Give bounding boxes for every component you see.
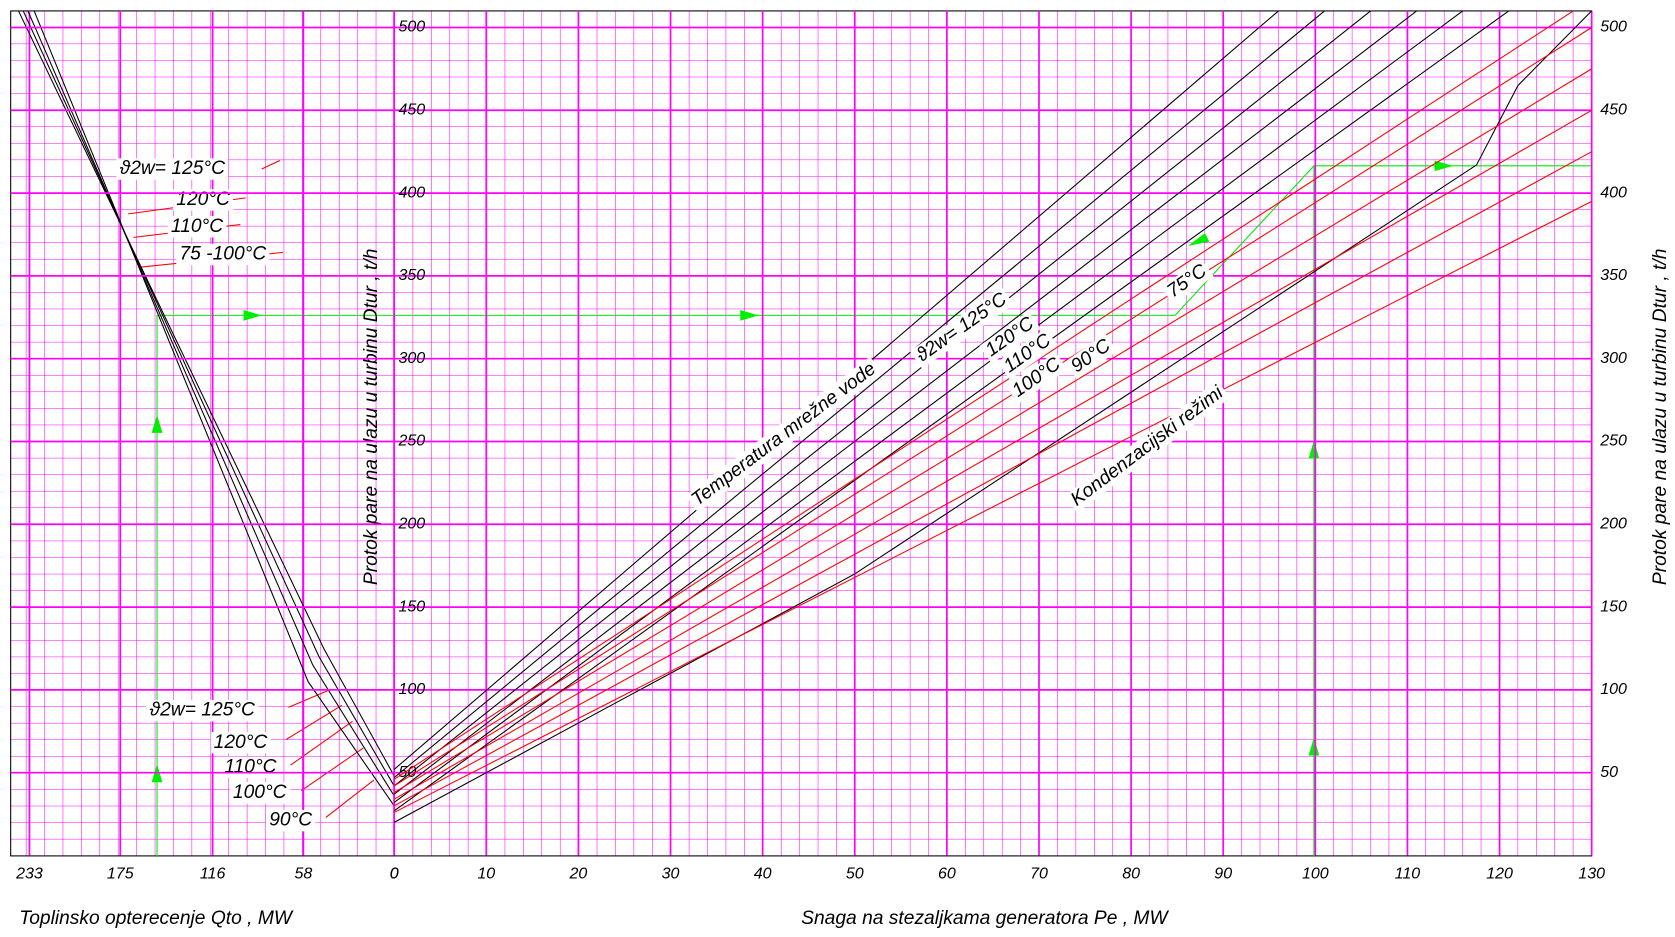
y-tick-label: 500 <box>398 18 425 36</box>
annotation-background <box>1064 333 1118 380</box>
line <box>393 10 1510 812</box>
annotation: ϑ2w= 125°C <box>120 158 225 179</box>
y-tick-label: 250 <box>397 432 425 450</box>
y-tick-label: 350 <box>1600 266 1627 284</box>
y-tick-label: 350 <box>398 266 425 284</box>
y-tick-label: 150 <box>398 597 425 615</box>
x-tick-label: 233 <box>15 864 43 882</box>
annotation-background <box>176 243 270 266</box>
x-tick-label: 20 <box>568 864 587 882</box>
annotation-background <box>229 782 290 804</box>
y-tick-label: 100 <box>398 680 425 698</box>
x-tick-label: 60 <box>938 864 956 882</box>
line <box>393 109 1592 800</box>
x-tick-label: 80 <box>1122 864 1140 882</box>
annotation-background <box>173 189 234 211</box>
x-tick-label: 40 <box>754 864 772 882</box>
y-tick-label: 300 <box>398 349 425 367</box>
line <box>393 68 1592 794</box>
annotation-background <box>909 287 1014 369</box>
x-tick-label: 58 <box>294 864 312 882</box>
line <box>33 10 395 807</box>
line <box>393 151 1592 807</box>
x-tick-label: 30 <box>662 864 680 882</box>
y-axis-title: Protok pare na ulazu u turbinu Dtur , t/… <box>361 249 382 586</box>
y-tick-label: 450 <box>1600 101 1627 119</box>
y-tick-label: 200 <box>1599 515 1627 533</box>
line <box>393 10 1325 779</box>
x-tick-label: 175 <box>107 864 134 882</box>
x-tick-label: 0 <box>390 864 399 882</box>
x-tick-label: 120 <box>1486 864 1513 882</box>
x-tick-label: 110 <box>1395 864 1421 882</box>
line <box>393 27 1592 787</box>
x-tick-label: 116 <box>200 864 226 882</box>
annotation-background <box>1160 258 1214 305</box>
annotation: 120°C <box>176 189 230 210</box>
line <box>393 10 1417 795</box>
x-tick-label: 90 <box>1214 864 1232 882</box>
annotation-background <box>265 809 316 832</box>
annotation-background <box>685 356 883 513</box>
example-route <box>151 160 1592 857</box>
y-tick-label: 250 <box>1599 432 1627 450</box>
y-tick-label: 450 <box>398 101 425 119</box>
annotation: 110°C <box>224 756 276 777</box>
x-tick-label: 130 <box>1578 864 1605 882</box>
y-tick-label: 200 <box>397 515 425 533</box>
annotation-background <box>1064 380 1231 513</box>
annotation-background <box>210 731 271 754</box>
x-axis-title: Toplinsko opterecenje Qto , MW <box>19 908 294 929</box>
line <box>393 200 1592 813</box>
y-tick-label: 100 <box>1600 680 1627 698</box>
annotation-background <box>146 699 259 722</box>
line <box>393 10 1464 803</box>
annotation: 110°C <box>171 216 223 237</box>
annotation-background <box>167 216 227 238</box>
y-tick-label: 50 <box>1600 763 1618 781</box>
y-tick-label: 150 <box>1600 597 1627 615</box>
x-tick-label: 100 <box>1302 864 1329 882</box>
y-tick-label: 500 <box>1600 18 1627 36</box>
x-axis-title: Snaga na stezaljkama generatora Pe , MW <box>801 908 1169 929</box>
y-tick-label: 300 <box>1600 349 1627 367</box>
x-tick-label: 50 <box>846 864 864 882</box>
line <box>393 10 1574 780</box>
y-tick-label: 400 <box>1600 183 1627 201</box>
x-tick-label: 10 <box>477 864 495 882</box>
annotation-background <box>1006 352 1068 404</box>
annotation: 100°C <box>233 782 287 803</box>
x-tick-label: 0 <box>390 864 399 882</box>
annotation: 75 -100°C <box>179 244 266 265</box>
line <box>393 10 1371 787</box>
annotation: ϑ2w= 125°C <box>150 700 255 721</box>
annotation-background <box>997 328 1058 380</box>
annotation-background <box>116 158 229 180</box>
annotation: 90°C <box>269 810 312 831</box>
y-axis-title: Protok pare na ulazu u turbinu Dtur , t/… <box>1650 249 1671 586</box>
annotation-background <box>979 311 1041 364</box>
line <box>393 10 1593 823</box>
annotation: 120°C <box>214 732 268 753</box>
y-tick-label: 400 <box>398 183 425 201</box>
x-tick-label: 70 <box>1030 864 1048 882</box>
